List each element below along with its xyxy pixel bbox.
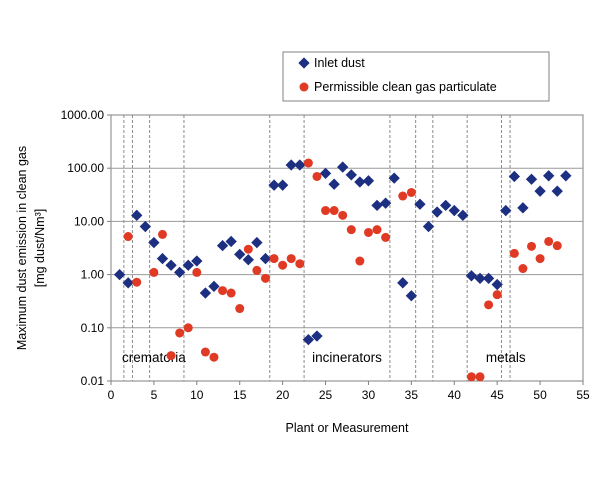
data-point-permissible: [278, 260, 288, 270]
data-point-permissible: [535, 254, 545, 264]
region-label: crematoria: [122, 350, 186, 365]
data-point-permissible: [123, 232, 133, 242]
data-point-permissible: [209, 352, 219, 362]
data-point-permissible: [381, 232, 391, 242]
data-point-permissible: [192, 267, 202, 277]
y-tick-label: 10.00: [74, 214, 104, 228]
y-tick-label: 1000.00: [61, 108, 105, 122]
legend-marker-permissible: [299, 82, 309, 92]
x-tick-label: 15: [233, 388, 247, 402]
data-point-permissible: [132, 277, 142, 287]
data-point-permissible: [183, 323, 193, 333]
x-tick-label: 30: [362, 388, 376, 402]
y-tick-label: 100.00: [67, 161, 104, 175]
legend: Inlet dust Permissible clean gas particu…: [282, 51, 550, 102]
y-tick-label: 1.00: [81, 268, 105, 282]
data-point-permissible: [355, 256, 365, 266]
data-point-permissible: [552, 241, 562, 251]
data-point-permissible: [157, 229, 167, 239]
data-point-permissible: [226, 288, 236, 298]
y-tick-label: 0.01: [81, 374, 105, 388]
data-point-permissible: [338, 210, 348, 220]
data-point-permissible: [372, 225, 382, 235]
data-point-permissible: [527, 241, 537, 251]
data-point-permissible: [398, 191, 408, 201]
data-point-permissible: [303, 158, 313, 168]
legend-box: [282, 51, 550, 102]
data-point-permissible: [492, 290, 502, 300]
x-axis-title: Plant or Measurement: [286, 421, 410, 435]
y-axis-title-line1: Maximum dust emission in clean gas: [15, 146, 29, 350]
data-point-permissible: [149, 267, 159, 277]
data-point-permissible: [509, 248, 519, 258]
region-label: incinerators: [312, 350, 382, 365]
data-point-permissible: [286, 254, 296, 264]
data-point-permissible: [252, 265, 262, 275]
x-tick-label: 45: [491, 388, 505, 402]
series-permissible-clean-gas: [123, 158, 562, 382]
data-point-permissible: [406, 187, 416, 197]
x-axis-ticks: 0 5 10 15 20 25 30 35 40 45 50 55: [108, 381, 590, 402]
x-tick-label: 40: [448, 388, 462, 402]
data-point-permissible: [518, 264, 528, 274]
y-axis-ticks: 0.01 0.10 1.00 10.00 100.00 1000.00: [61, 108, 111, 388]
x-tick-label: 10: [190, 388, 204, 402]
data-point-permissible: [329, 206, 339, 216]
data-point-permissible: [295, 259, 305, 269]
legend-label-inlet-dust: Inlet dust: [314, 56, 365, 70]
data-point-permissible: [166, 351, 176, 361]
y-tick-label: 0.10: [81, 321, 105, 335]
x-tick-label: 0: [108, 388, 115, 402]
data-point-permissible: [466, 372, 476, 382]
region-label: metals: [486, 350, 526, 365]
data-point-permissible: [484, 300, 494, 310]
data-point-permissible: [218, 286, 228, 296]
data-point-permissible: [260, 273, 270, 283]
data-point-permissible: [346, 225, 356, 235]
category-separators: [123, 115, 511, 381]
x-tick-label: 35: [405, 388, 419, 402]
data-point-permissible: [363, 227, 373, 237]
x-tick-label: 25: [319, 388, 333, 402]
data-point-permissible: [544, 236, 554, 246]
data-point-permissible: [200, 347, 210, 357]
legend-label-permissible: Permissible clean gas particulate: [314, 80, 497, 94]
x-tick-label: 20: [276, 388, 290, 402]
x-tick-label: 5: [151, 388, 158, 402]
x-tick-label: 50: [533, 388, 547, 402]
x-tick-label: 55: [576, 388, 590, 402]
data-point-permissible: [475, 372, 485, 382]
data-point-permissible: [243, 244, 253, 254]
y-axis-title-line2: [mg dust/Nm³]: [33, 209, 47, 288]
data-point-permissible: [312, 171, 322, 181]
data-point-permissible: [175, 328, 185, 338]
data-point-permissible: [269, 254, 279, 264]
data-point-permissible: [235, 304, 245, 314]
plot-area: [110, 114, 584, 382]
data-point-permissible: [321, 206, 331, 216]
